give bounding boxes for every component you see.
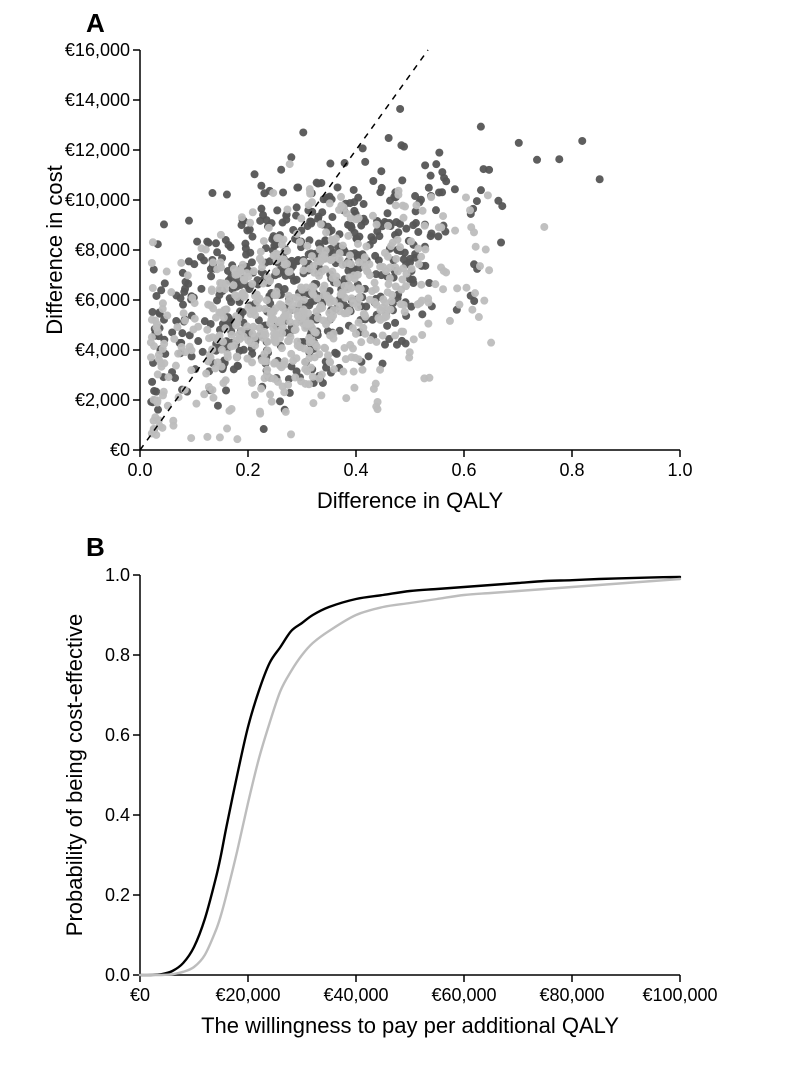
- panel-a-chart: €0 €2,000 €4,000 €6,000 €8,000 €10,000 €12,000…: [40, 30, 740, 520]
- panel-b-chart: 0.0 0.2 0.4 0.6 0.8 1.0 €0 €20,000 €40,000 €60,00…: [40, 555, 740, 1065]
- svg-text:€10,000: €10,000: [65, 190, 130, 210]
- svg-text:€40,000: €40,000: [323, 985, 388, 1005]
- svg-text:€80,000: €80,000: [539, 985, 604, 1005]
- svg-text:0.2: 0.2: [105, 885, 130, 905]
- svg-text:0.8: 0.8: [559, 460, 584, 480]
- svg-text:€0: €0: [110, 440, 130, 460]
- svg-text:0.4: 0.4: [343, 460, 368, 480]
- svg-text:€6,000: €6,000: [75, 290, 130, 310]
- svg-text:Difference in cost: Difference in cost: [42, 165, 67, 335]
- svg-text:€20,000: €20,000: [215, 985, 280, 1005]
- svg-text:Probability of being cost-effe: Probability of being cost-effective: [62, 614, 87, 936]
- svg-text:€8,000: €8,000: [75, 240, 130, 260]
- svg-text:0.0: 0.0: [105, 965, 130, 985]
- svg-text:€16,000: €16,000: [65, 40, 130, 60]
- svg-text:0.2: 0.2: [235, 460, 260, 480]
- svg-text:0.4: 0.4: [105, 805, 130, 825]
- svg-text:1.0: 1.0: [667, 460, 692, 480]
- svg-text:€12,000: €12,000: [65, 140, 130, 160]
- svg-text:€2,000: €2,000: [75, 390, 130, 410]
- svg-text:0.8: 0.8: [105, 645, 130, 665]
- svg-text:The willingness to pay per add: The willingness to pay per additional QA…: [201, 1013, 619, 1038]
- svg-text:Difference in QALY: Difference in QALY: [317, 488, 504, 513]
- svg-text:0.6: 0.6: [105, 725, 130, 745]
- svg-text:€60,000: €60,000: [431, 985, 496, 1005]
- svg-text:€100,000: €100,000: [642, 985, 717, 1005]
- svg-text:€4,000: €4,000: [75, 340, 130, 360]
- svg-text:0.0: 0.0: [127, 460, 152, 480]
- svg-text:0.6: 0.6: [451, 460, 476, 480]
- svg-text:1.0: 1.0: [105, 565, 130, 585]
- svg-text:€14,000: €14,000: [65, 90, 130, 110]
- svg-text:€0: €0: [130, 985, 150, 1005]
